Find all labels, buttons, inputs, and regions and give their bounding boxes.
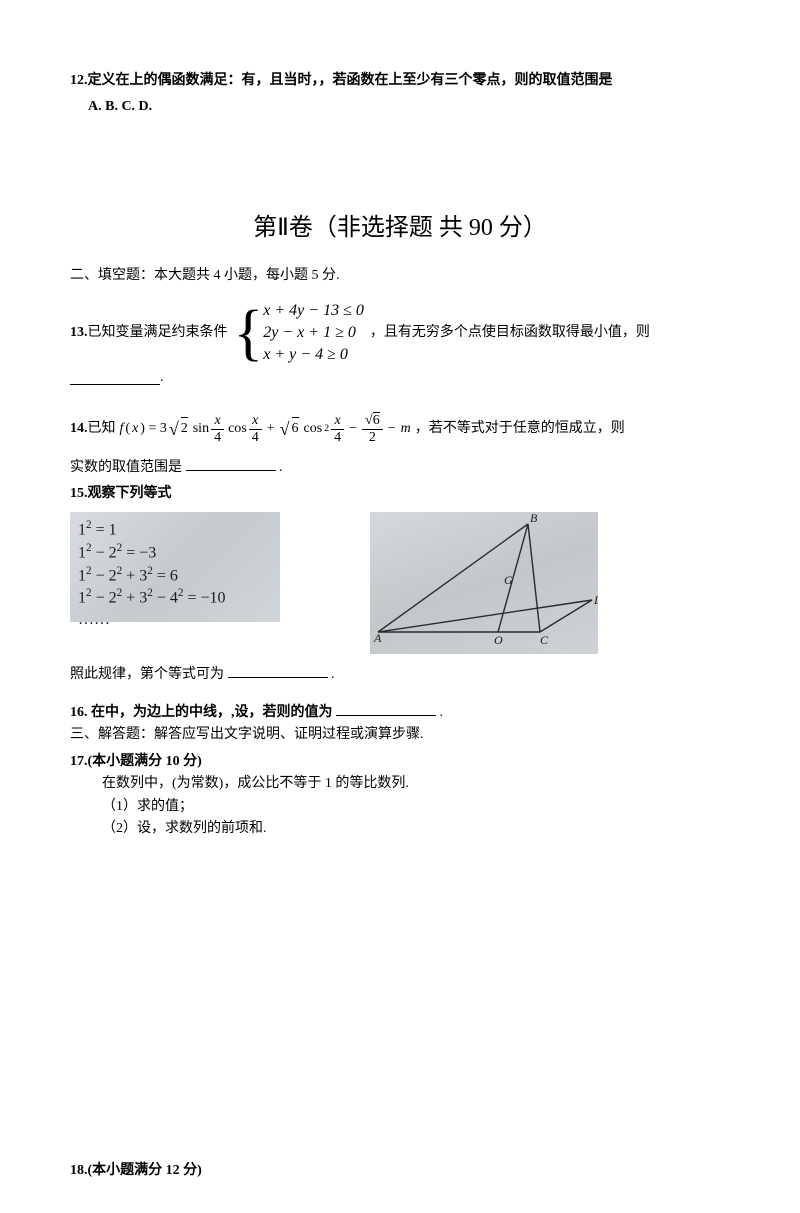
q12: 12.定义在上的偶函数满足：有，且当时，，若函数在上至少有三个零点，则的取值范围…: [70, 70, 730, 119]
q17-line1: 在数列中，(为常数)，成公比不等于 1 的等比数列.: [70, 773, 730, 795]
part2-title: 第Ⅱ卷（非选择题 共 90 分）: [70, 209, 730, 247]
left-brace-icon: {: [234, 302, 264, 364]
q16: 16. 在中，为边上的中线，,设，若则的值为 .: [70, 702, 730, 724]
q13-prefix: 已知变量满足约束条件: [88, 322, 228, 344]
q14-formula: f (x) = 3 √2 sin x4 cos x4 + √6 cos2 x4 …: [120, 413, 411, 445]
eq-line-1: 12 = 1: [78, 518, 272, 541]
svg-text:A: A: [373, 631, 382, 645]
q14-line2: 实数的取值范围是: [70, 460, 182, 475]
svg-text:O: O: [494, 633, 503, 647]
q13-suffix: ，且有无穷多个点使目标函数取得最小值，则: [370, 322, 650, 344]
svg-text:G: G: [504, 573, 513, 587]
svg-text:D: D: [593, 593, 598, 607]
q13-line3: x + y − 4 ≥ 0: [263, 344, 364, 366]
q16-text: 16. 在中，为边上的中线，,设，若则的值为: [70, 705, 333, 720]
q13-line2: 2y − x + 1 ≥ 0: [263, 322, 364, 344]
q14-tail: .: [279, 460, 283, 475]
q15-tail: .: [331, 667, 335, 682]
q15-images: 12 = 1 12 − 22 = −3 12 − 22 + 32 = 6 12 …: [70, 512, 730, 654]
eq-line-3: 12 − 22 + 32 = 6: [78, 564, 272, 587]
q15-after: 照此规律，第个等式可为: [70, 667, 224, 682]
q13-constraint-system: { x + 4y − 13 ≤ 0 2y − x + 1 ≥ 0 x + y −…: [234, 300, 364, 367]
q13-tail: .: [160, 367, 164, 389]
q14-prefix: 已知: [88, 418, 116, 440]
q16-blank: [336, 702, 436, 716]
triangle-image: A B C D O G: [370, 512, 598, 654]
q14-blank: [186, 457, 276, 471]
q13-line1: x + 4y − 13 ≤ 0: [263, 300, 364, 322]
q18-head: 18.(本小题满分 12 分): [70, 1160, 730, 1182]
section2-heading: 二、填空题：本大题共 4 小题，每小题 5 分.: [70, 265, 730, 287]
q17: 17.(本小题满分 10 分) 在数列中，(为常数)，成公比不等于 1 的等比数…: [70, 751, 730, 841]
eq-line-2: 12 − 22 = −3: [78, 541, 272, 564]
q15-label: 15.观察下列等式: [70, 483, 730, 505]
q13-blank: [70, 371, 160, 385]
eq-line-4: 12 − 22 + 32 − 42 = −10: [78, 586, 272, 609]
eq-line-5: ……: [78, 609, 272, 631]
svg-text:C: C: [540, 633, 549, 647]
svg-text:B: B: [530, 512, 538, 525]
triangle-svg: A B C D O G: [370, 512, 598, 654]
q12-text: 12.定义在上的偶函数满足：有，且当时，，若函数在上至少有三个零点，则的取值范围…: [70, 70, 730, 92]
q17-head: 17.(本小题满分 10 分): [70, 751, 730, 773]
q14: 14. 已知 f (x) = 3 √2 sin x4 cos x4 + √6 c…: [70, 413, 730, 479]
q14-suffix: ，若不等式对于任意的恒成立，则: [415, 418, 625, 440]
section3-heading: 三、解答题：解答应写出文字说明、证明过程或演算步骤.: [70, 724, 730, 746]
q16-tail: .: [440, 705, 444, 720]
q15-after-row: 照此规律，第个等式可为 .: [70, 664, 730, 686]
equations-image: 12 = 1 12 − 22 = −3 12 − 22 + 32 = 6 12 …: [70, 512, 280, 622]
q17-sub2: （2）设，求数列的前项和.: [70, 818, 730, 840]
q15-blank: [228, 664, 328, 678]
q12-options: A. B. C. D.: [70, 96, 730, 118]
q13-number: 13.: [70, 322, 88, 344]
q14-number: 14.: [70, 418, 88, 440]
q17-sub1: （1）求的值；: [70, 796, 730, 818]
q13: 13. 已知变量满足约束条件 { x + 4y − 13 ≤ 0 2y − x …: [70, 300, 730, 390]
